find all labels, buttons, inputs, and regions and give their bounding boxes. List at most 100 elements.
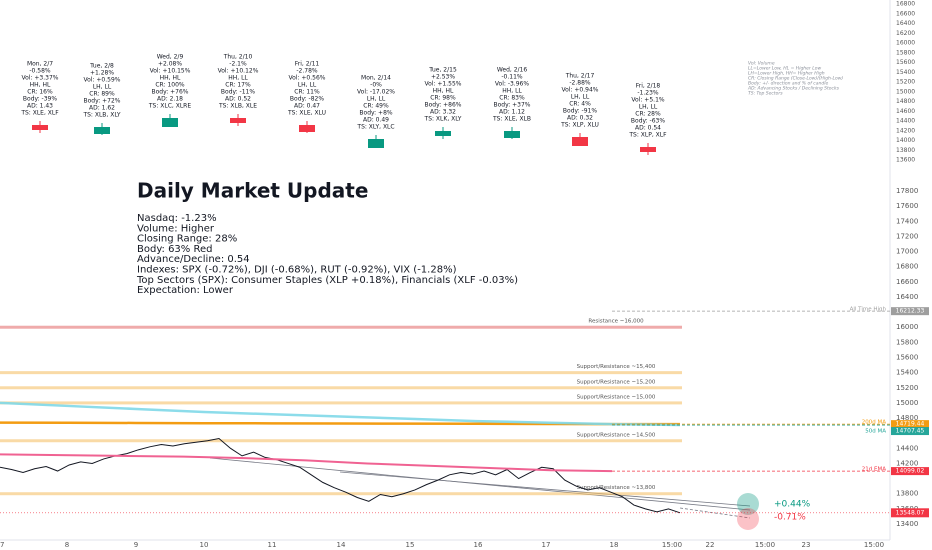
day-stat: HH, HL [30, 82, 51, 89]
y-tick-label: 16400 [896, 20, 915, 27]
y-tick-label: 17000 [896, 248, 918, 256]
marker-value: 14099.02 [896, 468, 925, 475]
day-stat: AD: 0.32 [567, 115, 593, 122]
y-tick-label: 14800 [896, 414, 918, 422]
day-stat: Thu, 2/17 [565, 73, 595, 80]
day-stat: +1.28% [90, 70, 114, 77]
day-stat: +2.53% [431, 74, 455, 81]
y-tick-label: 15600 [896, 354, 918, 362]
day-stat: HH, LL [228, 75, 248, 82]
y-tick-label: 15200 [896, 384, 918, 392]
y-tick-label: 13800 [896, 490, 918, 498]
day-candle [368, 139, 384, 148]
legend-note: Body: +/- direction and % of candle [748, 81, 828, 87]
x-tick-label: 15:00 [864, 541, 884, 549]
day-stat: Body: +76% [151, 89, 188, 96]
day-stat: Body: -39% [23, 96, 57, 103]
marker-value: 16212.33 [896, 308, 925, 315]
day-stat: AD: 1.62 [89, 105, 115, 112]
legend-note: TS: Top Sectors [748, 91, 783, 97]
day-stat: Tue, 2/8 [89, 63, 114, 70]
day-stat: AD: 0.47 [294, 103, 320, 110]
update-line: Body: 63% Red [137, 244, 212, 255]
legend-note: LH=Lower High, HH= Higher High [748, 71, 825, 77]
marker-tag [891, 420, 929, 429]
day-stat: TS: XLE, XLB [492, 116, 531, 123]
day-stat: Body: +72% [83, 98, 120, 105]
day-stat: AD: 3.32 [430, 109, 456, 116]
y-tick-label: 16000 [896, 323, 918, 331]
day-stat: TS: XLB, XLE [218, 103, 257, 110]
day-stat: LH, LL [93, 84, 112, 91]
day-candle [230, 118, 246, 123]
update-title: Daily Market Update [137, 179, 368, 203]
day-stat: -1.23% [637, 90, 659, 97]
y-tick-label: 14200 [896, 459, 918, 467]
day-stat: TS: XLB, XLY [82, 112, 120, 119]
y-tick-label: 14200 [896, 127, 915, 134]
day-stat: TS: XLP, XLF [628, 132, 667, 139]
update-line: Top Sectors (SPX): Consumer Staples (XLP… [136, 275, 518, 286]
day-candle [162, 118, 178, 127]
y-tick-label: 16800 [896, 263, 918, 271]
marker-value: 14707.45 [896, 428, 925, 435]
y-tick-label: 17200 [896, 232, 918, 240]
day-stat: CR: 16% [27, 89, 53, 96]
update-line: Nasdaq: -1.23% [137, 213, 217, 224]
day-stat: AD: 0.54 [635, 125, 661, 132]
day-stat: Body: +37% [493, 102, 530, 109]
day-stat: -2.1% [229, 61, 247, 68]
y-tick-label: 15200 [896, 79, 915, 86]
y-tick-label: 15800 [896, 49, 915, 56]
projection-circle [737, 508, 759, 530]
day-stat: -2.88% [569, 80, 591, 87]
day-stat: Vol: +3.37% [22, 75, 59, 82]
day-stat: +2.08% [158, 61, 182, 68]
day-stat: CR: 28% [635, 111, 661, 118]
y-tick-label: 16600 [896, 10, 915, 17]
day-candle [572, 137, 588, 146]
x-tick-label: 15:00 [662, 541, 682, 549]
day-stat: CR: 4% [569, 101, 591, 108]
day-stat: Vol: +5.1% [631, 97, 664, 104]
day-stat: HH, HL [433, 88, 454, 95]
level-band [0, 401, 682, 405]
day-stat: Vol: +10.15% [150, 68, 191, 75]
marker-name: All Time High [850, 307, 887, 313]
legend-note: Vol: Volume [748, 61, 775, 67]
level-label: Resistance ~16,000 [588, 319, 644, 325]
day-candle [640, 147, 656, 152]
x-tick-label: 9 [134, 541, 138, 549]
legend-note: LL=Lower Low, HL = Higher Low [748, 66, 821, 72]
x-tick-label: 16 [474, 541, 483, 549]
x-tick-label: 7 [0, 541, 4, 549]
day-stat: CR: 83% [499, 95, 525, 102]
y-tick-label: 17800 [896, 187, 918, 195]
level-label: Support/Resistance ~15,000 [577, 394, 656, 400]
y-tick-label: 15600 [896, 59, 915, 66]
day-stat: LH, LL [298, 82, 317, 89]
y-tick-label: 16400 [896, 293, 918, 301]
x-tick-label: 23 [802, 541, 811, 549]
update-line: Indexes: SPX (-0.72%), DJI (-0.68%), RUT… [137, 265, 457, 276]
level-band [0, 371, 682, 375]
day-stat: Vol: +10.12% [218, 68, 259, 75]
day-stat: HH, HL [160, 75, 181, 82]
day-stat: TS: XLY, XLC [356, 124, 394, 131]
day-candle [299, 125, 315, 132]
day-stat: AD: 0.52 [225, 96, 251, 103]
level-band [0, 325, 682, 329]
x-tick-label: 15 [406, 541, 415, 549]
day-stat: CR: 98% [430, 95, 456, 102]
day-stat: TS: XLK, XLY [424, 116, 462, 123]
day-stat: Mon, 2/7 [27, 61, 53, 68]
update-line: Volume: Higher [137, 223, 215, 234]
day-stat: AD: 1.12 [499, 109, 525, 116]
day-stat: Fri, 2/11 [295, 61, 320, 68]
y-tick-label: 14000 [896, 137, 915, 144]
day-stat: TS: XLC, XLRE [148, 103, 191, 110]
x-tick-label: 17 [542, 541, 551, 549]
legend-note: CR: Closing Range (Close-Low)/(High-Low) [748, 76, 843, 82]
y-tick-label: 14400 [896, 118, 915, 125]
y-tick-label: 16600 [896, 278, 918, 286]
